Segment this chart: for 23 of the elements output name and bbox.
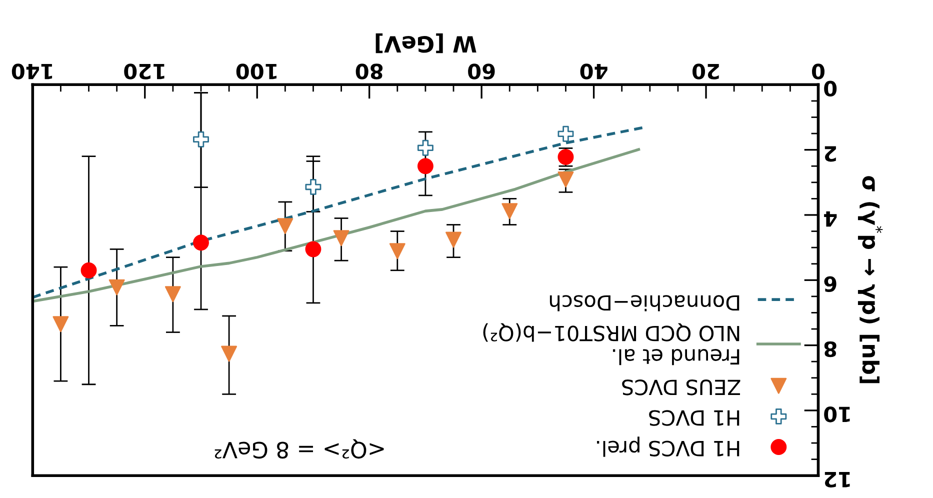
y-tick-label: 0 xyxy=(824,80,837,97)
y-tick-label: 2 xyxy=(824,146,836,162)
x-tick-label: 120 xyxy=(124,64,164,80)
x-tick-label: 0 xyxy=(812,64,824,80)
x-tick-label: 20 xyxy=(692,64,719,80)
y-axis-title: σ (γ$^{*}$p → γp) [nb] xyxy=(858,176,883,384)
x-tick-label: 140 xyxy=(12,64,52,80)
y-tick-label: 4 xyxy=(824,211,837,227)
annotation: <Q²> = 8 GeV² xyxy=(214,439,384,459)
legend-label: ZEUS DVCS xyxy=(622,380,740,396)
x-tick-label: 40 xyxy=(580,64,608,80)
legend-label: H1 DVCS xyxy=(649,410,740,426)
x-axis-title: W [GeV] xyxy=(376,33,476,54)
legend-label: Freund et al. NLO QCD MRST01−b(Q²) xyxy=(483,323,740,366)
x-tick-label: 100 xyxy=(236,64,276,80)
x-tick-label: 60 xyxy=(468,64,495,80)
y-tick-label: 12 xyxy=(824,472,850,488)
y-tick-label: 6 xyxy=(824,276,836,292)
legend-label: Donnachie−Dosch xyxy=(550,295,740,312)
legend-label: H1 DVCS prel. xyxy=(596,436,740,457)
x-tick-label: 80 xyxy=(356,64,383,80)
y-tick-label: 10 xyxy=(824,406,850,422)
y-tick-label: 8 xyxy=(824,341,836,358)
